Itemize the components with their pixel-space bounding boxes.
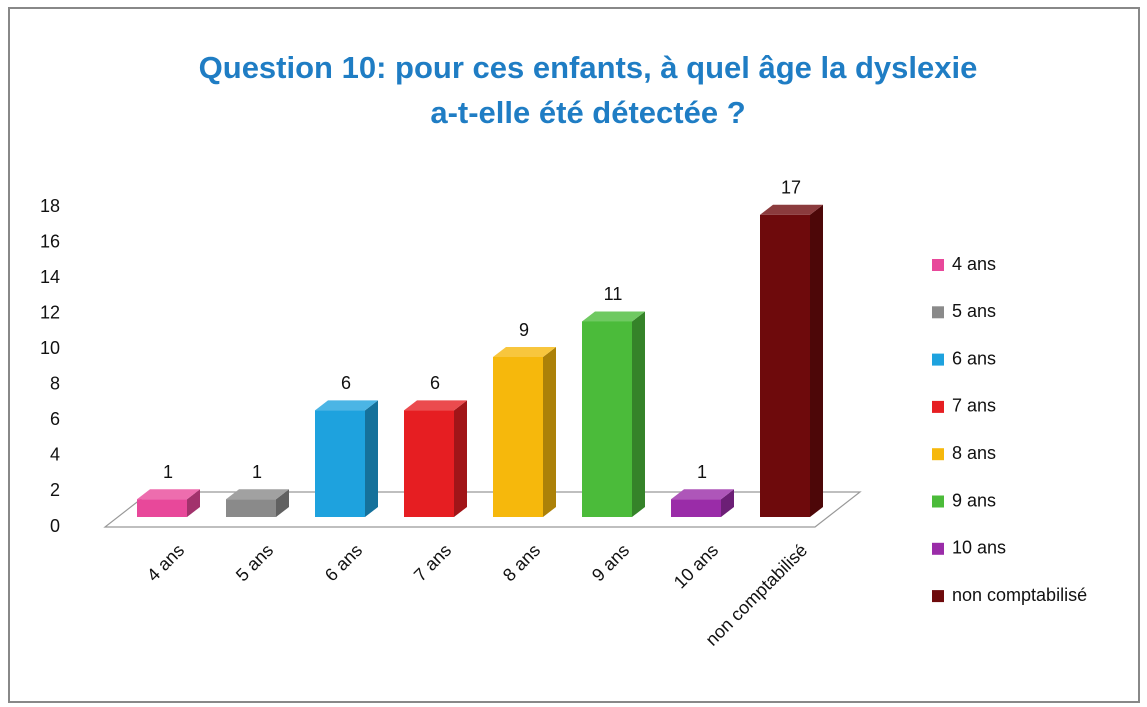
bar-side [187,489,200,517]
data-label: 1 [697,462,707,482]
bar-side [810,204,823,517]
legend-swatch [932,353,944,366]
bar [671,499,721,517]
data-label: 1 [252,462,262,482]
legend-label: 8 ans [952,443,996,463]
y-tick-label: 2 [50,480,60,500]
data-label: 9 [519,320,529,340]
chart-frame [8,7,1140,703]
bar [226,499,276,517]
data-label: 11 [604,284,623,304]
chart-title: Question 10: pour ces enfants, à quel âg… [199,50,978,85]
bar-side [454,400,467,517]
bar-top [404,400,467,411]
bar-top [582,311,645,322]
legend-label: 5 ans [952,301,996,321]
bar-side [276,489,289,517]
bar-side [543,347,556,517]
bar [760,214,810,517]
bar-side [365,400,378,517]
legend-swatch [932,448,944,461]
data-label: 1 [163,462,173,482]
y-tick-label: 10 [40,338,60,358]
legend-swatch [932,306,944,319]
bar [582,321,632,517]
y-tick-label: 12 [40,302,60,322]
y-tick-label: 8 [50,374,60,394]
data-label: 6 [430,373,440,393]
chart-title: a-t-elle été détectée ? [430,95,745,130]
bar-top [671,489,734,500]
y-tick-label: 14 [40,267,60,287]
y-tick-label: 16 [40,231,60,251]
bar [315,410,365,517]
y-tick-label: 18 [40,196,60,216]
bar-top [315,400,378,411]
bar-top [137,489,200,500]
y-tick-label: 0 [50,516,60,536]
floor [103,491,862,528]
data-label: 6 [341,373,351,393]
legend-label: non comptabilisé [952,585,1087,605]
bar [493,357,543,517]
bar-top [493,347,556,357]
bar [137,499,187,517]
legend-swatch [932,590,944,603]
legend-label: 4 ans [952,254,996,274]
bar-side [632,311,645,517]
legend-swatch [932,495,944,508]
y-tick-label: 6 [50,409,60,429]
y-tick-label: 4 [50,445,60,465]
bar-top [760,204,823,215]
bar [404,410,454,517]
data-label: 17 [781,178,801,198]
legend-label: 9 ans [952,490,996,510]
bar-top [226,489,289,500]
legend-label: 10 ans [952,538,1006,558]
legend-swatch [932,259,944,271]
bar-side [721,489,734,517]
legend-label: 7 ans [952,396,996,416]
legend-swatch [932,400,944,413]
legend-label: 6 ans [952,348,996,368]
legend-swatch [932,542,944,555]
